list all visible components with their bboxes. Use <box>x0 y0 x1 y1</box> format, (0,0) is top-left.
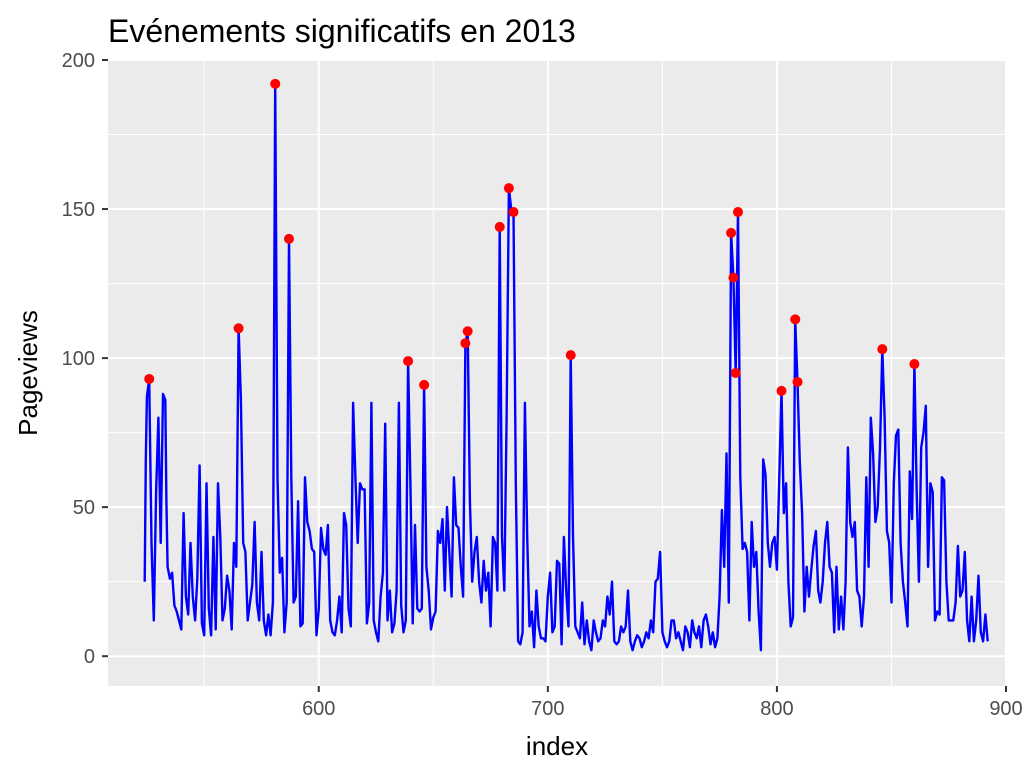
highlighted-point <box>728 272 739 283</box>
highlighted-points-layer <box>144 78 920 396</box>
highlighted-point <box>503 183 514 194</box>
highlighted-point <box>792 376 803 387</box>
highlighted-point <box>494 221 505 232</box>
highlighted-point <box>877 344 888 355</box>
series-line <box>143 82 989 652</box>
highlighted-point <box>909 359 920 370</box>
highlighted-point <box>460 338 471 349</box>
highlighted-point <box>462 326 473 337</box>
highlighted-point <box>790 314 801 325</box>
highlighted-point <box>565 350 576 361</box>
x-axis: 600 700 800 900 <box>302 686 1023 720</box>
grid-minor <box>108 60 1006 686</box>
highlighted-point <box>776 385 787 396</box>
y-axis: 0 50 100 150 200 <box>62 50 108 668</box>
highlighted-point <box>403 356 414 367</box>
chart-title: Evénements significatifs en 2013 <box>108 13 576 49</box>
highlighted-point <box>419 379 430 390</box>
y-tick-label: 150 <box>62 199 95 221</box>
x-axis-title: index <box>526 731 588 761</box>
highlighted-point <box>270 78 281 89</box>
highlighted-point <box>726 227 737 238</box>
x-tick-label: 600 <box>302 698 335 720</box>
highlighted-point <box>730 368 741 378</box>
highlighted-point <box>508 207 519 218</box>
highlighted-point <box>233 323 244 334</box>
y-tick-label: 200 <box>62 50 95 72</box>
grid-major <box>108 59 1007 686</box>
highlighted-point <box>732 207 743 218</box>
series-layer <box>143 82 989 652</box>
y-tick-label: 0 <box>84 646 95 668</box>
highlighted-point <box>144 373 155 384</box>
x-tick-label: 700 <box>531 698 564 720</box>
highlighted-point <box>283 233 294 244</box>
x-tick-label: 900 <box>989 698 1022 720</box>
y-tick-label: 50 <box>73 497 95 519</box>
y-axis-title: Pageviews <box>13 310 43 436</box>
y-tick-label: 100 <box>62 348 95 370</box>
x-tick-label: 800 <box>760 698 793 720</box>
